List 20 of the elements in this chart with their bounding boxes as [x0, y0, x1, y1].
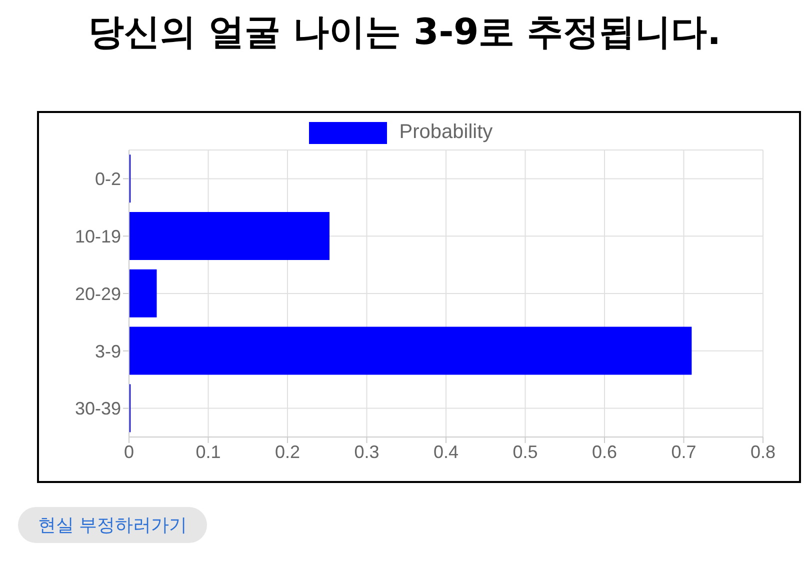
x-tick-label: 0.1 — [196, 442, 221, 462]
y-tick-label: 0-2 — [94, 169, 121, 190]
bar — [129, 269, 157, 318]
x-tick-label: 0 — [124, 442, 134, 462]
x-tick-label: 0.4 — [433, 442, 459, 462]
x-tick-label: 0.2 — [274, 442, 300, 462]
x-tick-label: 0.8 — [750, 442, 776, 462]
y-tick-label: 3-9 — [94, 341, 121, 362]
x-tick-label: 0.6 — [592, 442, 618, 462]
y-tick-label: 30-39 — [74, 398, 121, 419]
chart-title: 당신의 얼굴 나이는 3-9로 추정됩니다. — [87, 11, 722, 55]
legend-label: Probability — [399, 121, 493, 144]
x-tick-label: 0.5 — [512, 442, 538, 462]
y-tick-label: 20-29 — [74, 284, 121, 304]
bar — [129, 212, 330, 260]
text: 현실 부정하러가기 — [18, 507, 208, 543]
x-tick-label: 0.7 — [671, 442, 696, 462]
y-tick-label: 10-19 — [74, 226, 121, 246]
bar — [129, 326, 692, 375]
x-tick-label: 0.3 — [354, 442, 380, 462]
